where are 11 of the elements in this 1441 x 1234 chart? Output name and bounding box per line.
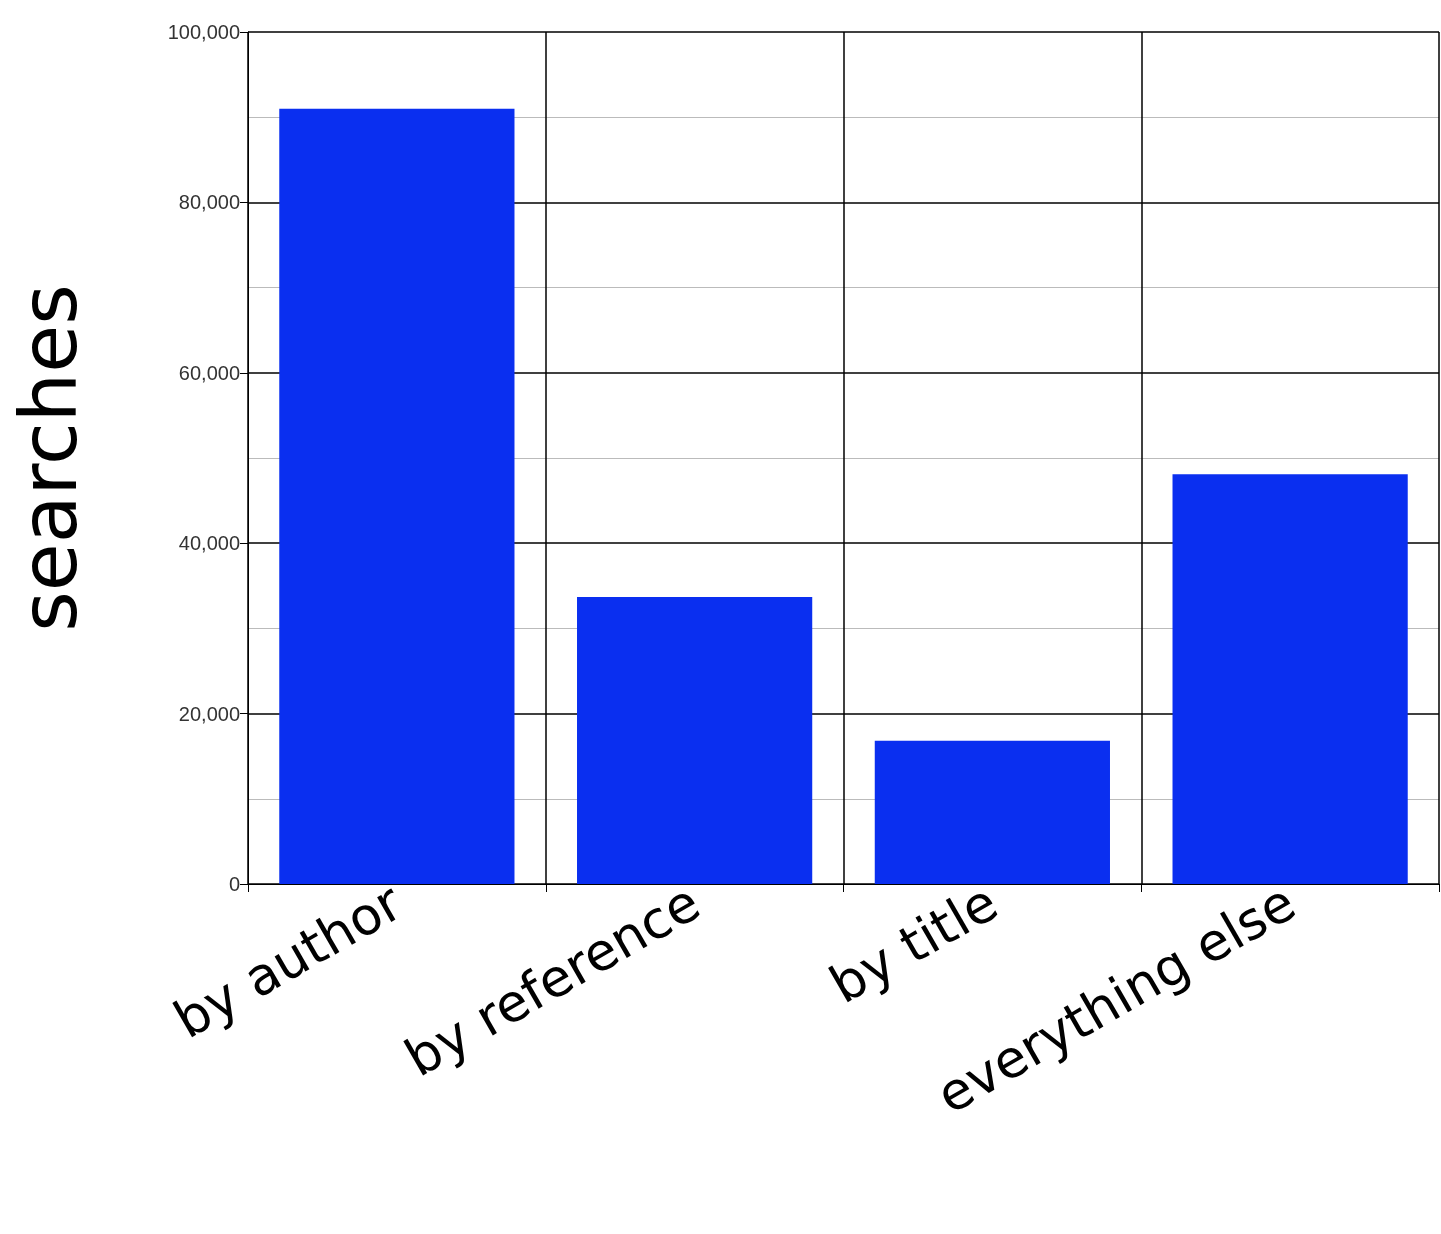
y-tick-label: 80,000 bbox=[178, 191, 240, 214]
y-tick-label: 0 bbox=[228, 873, 240, 895]
bar bbox=[577, 596, 813, 884]
bar bbox=[1172, 474, 1408, 884]
bar bbox=[279, 108, 515, 884]
y-tick-label: 40,000 bbox=[178, 532, 240, 555]
y-tick-label: 100,000 bbox=[167, 21, 240, 43]
y-axis-title: searches bbox=[4, 284, 94, 632]
y-tick-label: 60,000 bbox=[178, 361, 240, 384]
bar bbox=[874, 740, 1110, 884]
y-tick-label: 20,000 bbox=[178, 702, 240, 725]
